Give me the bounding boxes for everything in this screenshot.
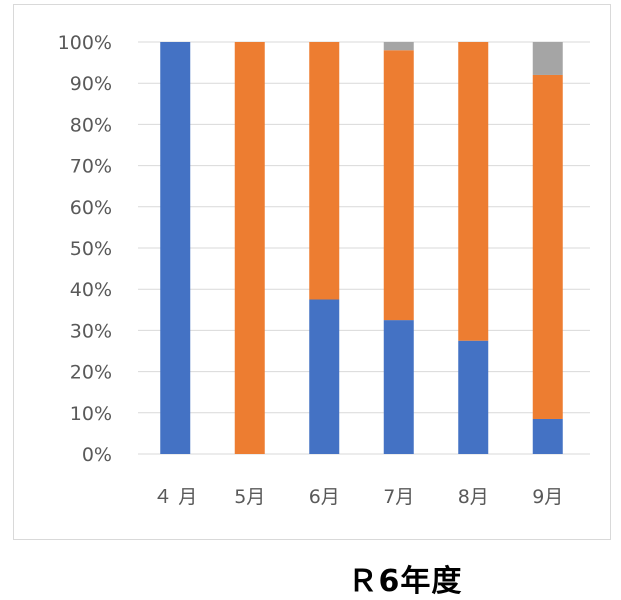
chart-caption: Ｒ6年度 <box>347 564 463 599</box>
bar-segment <box>383 42 414 51</box>
bar-segment <box>383 50 414 321</box>
y-tick-label: 0% <box>82 444 112 466</box>
y-tick-label: 20% <box>70 362 112 384</box>
bar-segment <box>160 42 191 454</box>
y-tick-label: 40% <box>70 279 112 301</box>
y-tick-label: 10% <box>70 403 112 425</box>
y-tick-label: 90% <box>70 73 112 95</box>
bar-segment <box>383 320 414 454</box>
x-tick-label: ４ 月 <box>153 486 197 508</box>
x-tick-label: 6月 <box>309 486 340 508</box>
y-tick-label: 30% <box>70 320 112 342</box>
x-tick-label: 9月 <box>532 486 563 508</box>
bar-segment <box>532 418 563 454</box>
bar-segment <box>458 42 489 341</box>
bar-segment <box>458 340 489 454</box>
y-tick-label: 80% <box>70 114 112 136</box>
bar-segment <box>309 42 340 300</box>
bar-segment <box>532 74 563 419</box>
x-tick-label: 5月 <box>234 486 265 508</box>
x-tick-label: 7月 <box>383 486 414 508</box>
gridlines <box>138 41 590 455</box>
y-tick-label: 60% <box>70 197 112 219</box>
x-axis-tick-labels: ４ 月 5月 6月 7月 8月 9月 <box>153 486 563 508</box>
bar-segment <box>532 42 563 75</box>
stacked-bar-chart: 0% 10% 20% 30% 40% 50% 60% 70% 80% 90% 100% ４ 月 5月 6… <box>58 32 590 508</box>
y-tick-label: 50% <box>70 238 112 260</box>
bar-segment <box>309 299 340 454</box>
y-axis-tick-labels: 0% 10% 20% 30% 40% 50% 60% 70% 80% 90% 100% <box>58 32 112 466</box>
x-tick-label: 8月 <box>458 486 489 508</box>
y-tick-label: 100% <box>58 32 112 54</box>
y-tick-label: 70% <box>70 156 112 178</box>
bar-segment <box>234 42 265 454</box>
bars <box>160 42 563 454</box>
